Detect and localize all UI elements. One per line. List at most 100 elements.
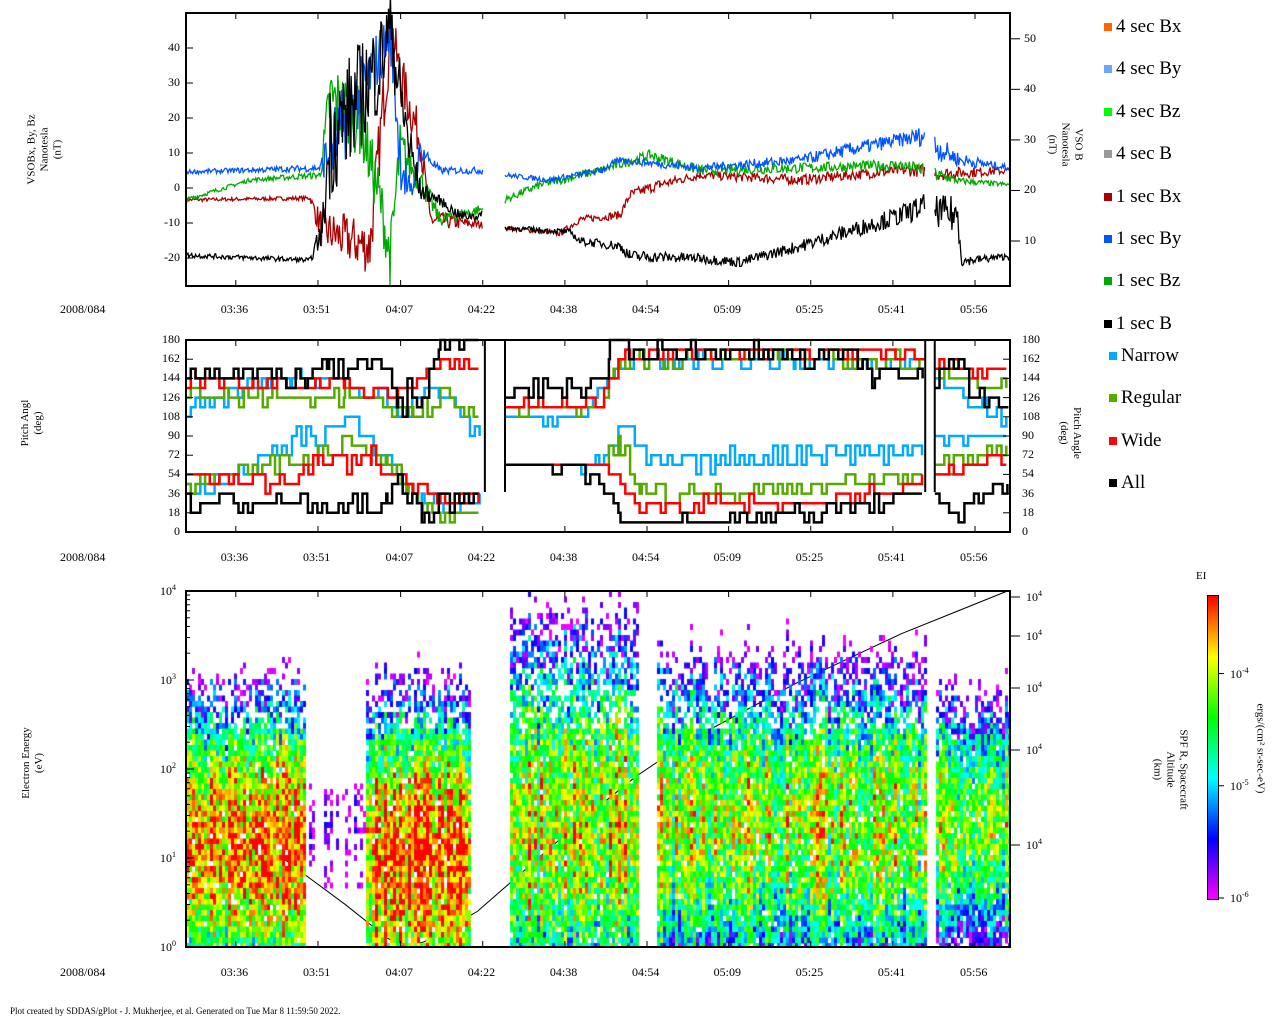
mag-right-axis-label: VSO B Nanotesla (nT) (1046, 122, 1085, 167)
tick-exponent: 4 (1038, 837, 1042, 846)
legend-swatch (1104, 235, 1112, 243)
time-tick-label: 05:09 (713, 965, 741, 979)
time-tick-label: 05:41 (877, 550, 906, 564)
legend-swatch (1104, 23, 1112, 31)
tick-base: 10 (1026, 838, 1038, 852)
series-1-sec-b (185, 0, 1011, 268)
tick-exponent: 3 (172, 672, 176, 681)
legend-swatch (1104, 319, 1112, 328)
legend-item: 1 sec B (1104, 313, 1172, 335)
colorbar-tick-label: 10-4 (1230, 666, 1249, 682)
legend-item: Wide (1109, 430, 1161, 452)
pitch-angle-panel (186, 338, 1009, 524)
time-tick-label: 04:07 (385, 302, 413, 316)
altitude-tick-label: 104 (1026, 742, 1042, 758)
tick-exponent: -4 (1242, 665, 1249, 675)
date-label-2: 2008/084 (60, 550, 106, 564)
legend-label: Wide (1121, 429, 1162, 451)
legend-item: 4 sec Bx (1104, 16, 1181, 38)
y-tick-label: 0 (174, 524, 180, 538)
pitch-right-axis-label: Pitch Angle (deg) (1058, 407, 1083, 459)
y-tick-label: 108 (162, 408, 180, 423)
y-tick-label: 162 (1022, 351, 1040, 366)
colorbar (1207, 595, 1219, 900)
footer-credit: Plot created by SDDAS/gPlot - J. Mukherj… (10, 1006, 341, 1016)
time-tick-label: 04:07 (385, 550, 413, 564)
time-tick-label: 04:38 (549, 550, 578, 564)
tick-base: 10 (160, 851, 172, 865)
time-tick-label: 03:51 (302, 302, 331, 316)
colorbar-title: EI (1196, 570, 1207, 582)
panel-frame-1 (185, 12, 1011, 287)
legend-swatch (1104, 150, 1112, 159)
legend-label: 4 sec Bx (1116, 16, 1182, 37)
y-tick-label: 90 (168, 428, 180, 442)
time-tick-label: 04:38 (549, 302, 578, 316)
y-tick-label: 180 (162, 332, 180, 346)
time-tick-label: 04:22 (467, 302, 496, 316)
tick-base: 10 (1026, 743, 1038, 757)
legend-label: All (1121, 472, 1146, 494)
y-tick-label: 30 (1024, 131, 1036, 146)
y-tick-label: 180 (1022, 332, 1040, 346)
mag-left-axis-label: VSOBx, By, Bz Nanotesla (nT) (25, 114, 64, 185)
legend-swatch (1104, 192, 1112, 201)
date-label-3: 2008/084 (60, 965, 106, 979)
y-tick-label: 0 (174, 180, 180, 194)
legend-swatch (1104, 277, 1112, 286)
energy-tick-label: 104 (146, 583, 176, 599)
tick-base: 10 (1026, 629, 1038, 643)
time-tick-label: 04:22 (467, 965, 496, 979)
tick-base: 10 (160, 584, 172, 598)
legend-label: Regular (1121, 387, 1182, 409)
energy-tick-label: 103 (146, 672, 176, 688)
time-tick-label: 05:41 (877, 965, 906, 979)
y-tick-label: 126 (162, 389, 180, 404)
time-tick-label: 04:22 (467, 550, 496, 564)
tick-base: 10 (160, 940, 172, 954)
time-tick-label: 03:51 (302, 965, 331, 979)
y-tick-label: 40 (168, 40, 180, 54)
altitude-tick-label: 104 (1026, 589, 1042, 605)
energy-axis-label: Electron Energy (eV) (20, 727, 45, 799)
y-tick-label: 30 (168, 75, 180, 89)
legend-item: All (1109, 472, 1145, 494)
tick-base: 10 (1230, 778, 1242, 793)
colorbar-tick-label: 10-6 (1230, 890, 1249, 906)
tick-base: 10 (1230, 891, 1242, 905)
time-tick-label: 05:56 (960, 550, 988, 564)
pitch-left-axis-label: Pitch Angl (deg) (19, 399, 44, 447)
tick-exponent: 4 (172, 583, 176, 592)
legend-label: 1 sec B (1116, 312, 1172, 334)
altitude-tick-label: 104 (1026, 628, 1042, 644)
legend-swatch (1109, 394, 1117, 403)
time-tick-label: 04:07 (385, 965, 413, 979)
tick-exponent: 4 (1038, 680, 1042, 689)
date-label-1: 2008/084 (60, 302, 106, 316)
time-tick-label: 04:54 (632, 302, 660, 316)
altitude-axis-label: SPF R, Spacecraft Altitude (km) (1151, 729, 1190, 810)
time-tick-label: 05:56 (960, 302, 988, 316)
y-tick-label: 20 (168, 110, 180, 124)
tick-base: 10 (1026, 590, 1038, 604)
y-tick-label: 126 (1022, 389, 1040, 404)
legend-label: 1 sec Bz (1116, 270, 1181, 292)
time-tick-label: 04:54 (632, 550, 660, 564)
energy-tick-label: 101 (146, 850, 176, 866)
legend-item: 1 sec By (1104, 228, 1181, 250)
colorbar-tick-label: 10-5 (1230, 778, 1249, 794)
legend-swatch (1109, 436, 1117, 445)
tick-base: 10 (160, 762, 172, 776)
time-tick-label: 03:36 (220, 302, 249, 316)
tick-exponent: -6 (1242, 890, 1249, 899)
y-tick-label: 18 (1022, 504, 1034, 519)
tick-exponent: 2 (172, 761, 176, 770)
legend-label: 1 sec Bx (1116, 185, 1182, 207)
y-tick-label: 144 (1022, 370, 1040, 385)
y-tick-label: 10 (168, 145, 180, 159)
time-tick-label: 05:25 (795, 550, 824, 564)
y-tick-label: 144 (162, 370, 180, 385)
y-tick-label: 10 (1024, 233, 1036, 247)
y-tick-label: 54 (168, 466, 180, 481)
